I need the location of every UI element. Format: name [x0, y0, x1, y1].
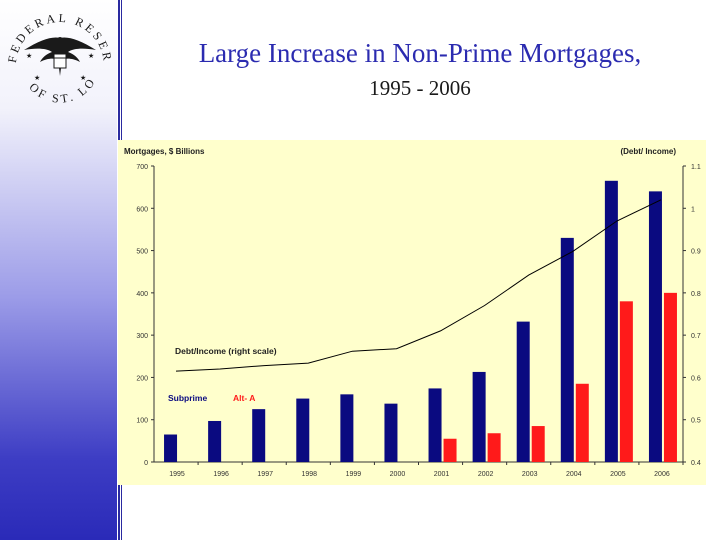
y-right-tick-label: 1.1	[691, 164, 701, 171]
legend-alt-a: Alt- A	[233, 393, 255, 403]
debt-income-line	[175, 199, 662, 372]
y-right-tick-label: 0.7	[691, 333, 701, 340]
x-tick-label: 2005	[610, 471, 626, 478]
y-tick-label: 100	[136, 418, 148, 425]
x-tick-label: 1999	[346, 471, 362, 478]
y-right-tick-label: 0.8	[691, 291, 701, 298]
mortgage-chart: Mortgages, $ Billions (Debt/ Income) 010…	[118, 140, 706, 485]
bar-subprime-1996	[208, 420, 222, 462]
y-tick-label: 400	[136, 291, 148, 298]
y-tick-label: 700	[136, 164, 148, 171]
y-axis-label: Mortgages, $ Billions	[124, 147, 205, 156]
svg-text:★: ★	[34, 74, 40, 82]
x-tick-label: 2001	[434, 471, 450, 478]
bar-alt-a-2001	[443, 438, 457, 462]
y-right-tick-label: 0.6	[691, 375, 701, 382]
x-tick-label: 1996	[213, 471, 229, 478]
x-tick-label: 1995	[169, 471, 185, 478]
bar-subprime-2000	[384, 403, 398, 462]
bar-subprime-2003	[516, 321, 530, 462]
svg-text:★: ★	[26, 52, 32, 60]
y-right-tick-label: 0.4	[691, 460, 701, 467]
bar-alt-a-2003	[531, 426, 545, 462]
bar-alt-a-2005	[619, 301, 633, 462]
y-tick-label: 600	[136, 206, 148, 213]
legend-subprime: Subprime	[168, 393, 207, 403]
x-tick-label: 2002	[478, 471, 494, 478]
federal-reserve-seal-logo: FEDERAL RESERVE BANK OF ST. LOUIS ★ ★ ★ …	[2, 0, 112, 106]
y-tick-label: 0	[144, 460, 148, 467]
slide-subtitle: 1995 - 2006	[369, 76, 471, 100]
sidebar-gradient	[0, 0, 117, 540]
bar-alt-a-2004	[575, 383, 589, 462]
x-tick-label: 2003	[522, 471, 538, 478]
svg-text:★: ★	[88, 52, 94, 60]
bar-subprime-2002	[472, 371, 486, 462]
y-axis-right-label: (Debt/ Income)	[620, 147, 676, 156]
y-right-tick-label: 1	[691, 206, 695, 213]
bar-alt-a-2002	[487, 433, 501, 462]
slide-title: Large Increase in Non-Prime Mortgages,	[198, 38, 642, 68]
y-right-tick-label: 0.5	[691, 418, 701, 425]
bar-subprime-1999	[340, 394, 354, 462]
y-right-tick-label: 0.9	[691, 249, 701, 256]
bar-subprime-2004	[560, 237, 574, 462]
bar-subprime-1997	[252, 409, 266, 462]
x-tick-label: 1998	[302, 471, 318, 478]
y-tick-label: 500	[136, 249, 148, 256]
x-tick-label: 1997	[257, 471, 273, 478]
y-tick-label: 200	[136, 375, 148, 382]
bar-subprime-2005	[604, 180, 618, 463]
x-tick-label: 2006	[654, 471, 670, 478]
y-tick-label: 300	[136, 333, 148, 340]
shield-icon	[53, 53, 67, 69]
x-tick-label: 2000	[390, 471, 406, 478]
line-series-label: Debt/Income (right scale)	[175, 346, 277, 356]
bar-subprime-2001	[428, 388, 442, 462]
bar-subprime-1998	[296, 398, 310, 462]
bar-subprime-1995	[164, 434, 178, 462]
svg-text:★: ★	[80, 74, 86, 82]
x-tick-label: 2004	[566, 471, 582, 478]
bar-subprime-2006	[648, 191, 662, 462]
bar-alt-a-2006	[663, 292, 677, 462]
